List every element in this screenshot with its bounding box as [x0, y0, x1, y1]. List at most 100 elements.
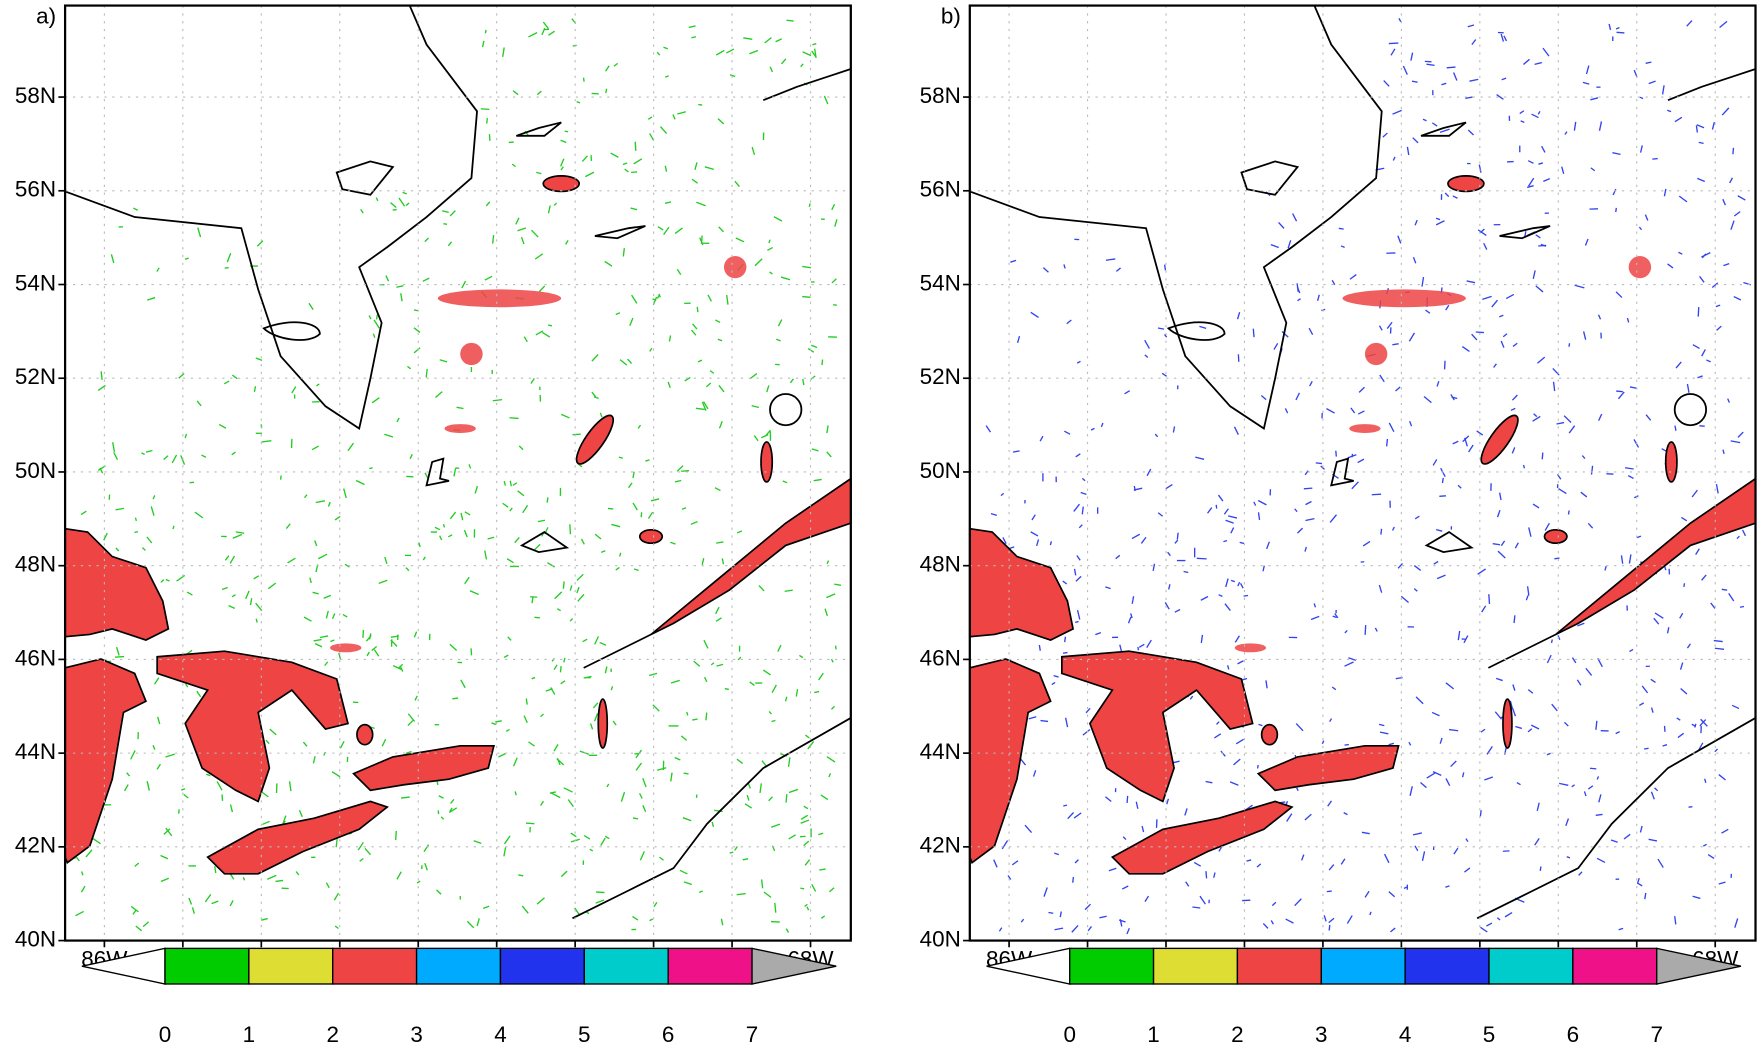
texture-dash: [803, 840, 810, 847]
texture-dash: [1450, 394, 1455, 401]
texture-dash: [115, 507, 124, 511]
texture-dash: [407, 713, 416, 722]
texture-dash: [1590, 465, 1594, 475]
texture-dash: [1597, 314, 1602, 320]
texture-dash: [1260, 394, 1267, 401]
texture-dash: [1099, 915, 1107, 919]
texture-dash: [1049, 541, 1053, 546]
texture-dash: [1733, 211, 1741, 217]
texture-dash: [385, 275, 390, 282]
texture-dash: [1064, 636, 1067, 643]
texture-dash: [1595, 720, 1598, 730]
texture-dash: [216, 781, 223, 791]
texture-dash: [1035, 539, 1040, 547]
texture-dash: [577, 593, 585, 602]
texture-dash: [145, 449, 153, 453]
texture-dash: [769, 271, 773, 275]
texture-dash: [359, 857, 364, 862]
texture-dash: [1193, 861, 1202, 867]
texture-dash: [1648, 80, 1656, 85]
texture-dash: [1718, 774, 1726, 781]
texture-dash: [1552, 381, 1556, 392]
texture-dash: [1500, 33, 1505, 42]
texture-dash: [275, 879, 284, 883]
texture-dash: [776, 338, 781, 342]
texture-dash: [314, 642, 323, 648]
texture-dash: [795, 688, 799, 697]
texture-dash: [503, 654, 509, 659]
texture-dash: [1435, 528, 1443, 532]
texture-dash: [830, 705, 835, 710]
texture-dash: [569, 618, 574, 622]
texture-dash: [1167, 551, 1171, 557]
texture-dash: [450, 798, 455, 804]
texture-dash: [1062, 580, 1068, 585]
texture-dash: [204, 893, 212, 903]
texture-dash: [710, 662, 715, 666]
texture-dash: [649, 347, 653, 352]
texture-dash: [686, 711, 689, 716]
texture-dash: [1433, 560, 1439, 565]
texture-dash: [1666, 627, 1670, 634]
texture-dash: [344, 563, 350, 568]
texture-dash: [1227, 515, 1238, 519]
texture-dash: [1552, 368, 1560, 376]
texture-dash: [316, 383, 320, 387]
texture-dash: [434, 526, 441, 531]
texture-dash: [824, 608, 828, 617]
texture-dash: [536, 171, 542, 175]
texture-dash: [821, 359, 824, 366]
colorbar-box: [583, 947, 669, 985]
texture-dash: [1328, 864, 1335, 871]
texture-dash: [1558, 782, 1569, 786]
texture-dash: [1435, 220, 1445, 226]
texture-dash: [993, 859, 998, 868]
texture-dash: [1063, 264, 1066, 269]
y-tick-label: 52N: [15, 364, 56, 389]
texture-dash: [1501, 77, 1507, 81]
texture-dash: [1574, 284, 1585, 289]
texture-dash: [1054, 927, 1064, 931]
colorbar-label: 6: [1567, 1022, 1579, 1047]
texture-dash: [1432, 459, 1438, 466]
texture-dash: [1305, 518, 1315, 522]
texture-dash: [624, 168, 629, 173]
texture-dash: [774, 902, 777, 913]
texture-dash: [802, 51, 812, 57]
texture-dash: [690, 521, 698, 525]
texture-dash: [1213, 872, 1216, 878]
texture-dash: [375, 314, 379, 320]
texture-dash: [313, 638, 322, 642]
texture-dash: [725, 48, 735, 54]
texture-dash: [424, 472, 429, 478]
texture-dash: [1509, 700, 1514, 710]
texture-dash: [1580, 491, 1588, 498]
texture-dash: [1445, 778, 1451, 786]
texture-dash: [1713, 639, 1723, 643]
texture-dash: [683, 772, 689, 775]
texture-dash: [1723, 262, 1730, 267]
texture-dash: [1608, 23, 1612, 31]
texture-dash: [255, 602, 263, 612]
texture-dash: [1048, 911, 1054, 914]
texture-dash: [1722, 449, 1725, 454]
texture-dash: [1265, 680, 1268, 689]
texture-dash: [1305, 500, 1312, 506]
texture-dash: [593, 713, 599, 722]
texture-dash: [1378, 325, 1383, 331]
texture-dash: [1628, 554, 1632, 564]
panel-label: b): [941, 4, 961, 29]
texture-dash: [520, 236, 525, 245]
texture-dash: [1551, 703, 1558, 712]
colorbar-label: 7: [746, 1022, 758, 1047]
texture-dash: [615, 566, 620, 571]
texture-dash: [729, 851, 734, 854]
texture-dash: [1371, 493, 1382, 496]
texture-dash: [75, 856, 80, 862]
texture-dash: [1719, 20, 1728, 29]
texture-dash: [1414, 845, 1419, 852]
texture-dash: [1007, 875, 1012, 880]
texture-dash: [347, 442, 355, 452]
texture-dash: [547, 205, 551, 214]
texture-dash: [178, 373, 185, 379]
